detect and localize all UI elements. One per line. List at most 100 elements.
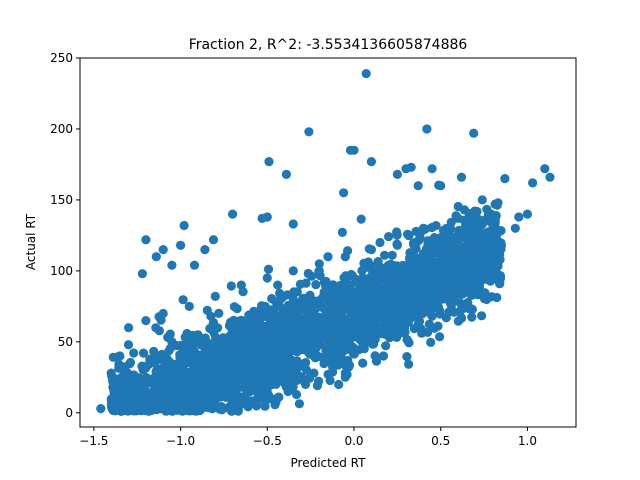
- scatter-point: [161, 391, 171, 401]
- scatter-point: [311, 280, 321, 290]
- scatter-point: [522, 209, 533, 219]
- scatter-point: [123, 369, 133, 379]
- scatter-point: [349, 145, 359, 155]
- scatter-point: [320, 342, 330, 352]
- scatter-point: [422, 124, 432, 134]
- scatter-point: [495, 271, 505, 281]
- scatter-point: [276, 328, 286, 339]
- scatter-point: [200, 245, 210, 255]
- scatter-point: [245, 386, 255, 397]
- scatter-point: [123, 340, 134, 350]
- scatter-point: [401, 308, 411, 319]
- scatter-point: [411, 226, 421, 236]
- scatter-point: [217, 405, 227, 415]
- scatter-point: [137, 269, 147, 279]
- scatter-point: [469, 128, 479, 138]
- scatter-point: [239, 337, 249, 347]
- scatter-point: [323, 252, 333, 262]
- scatter-point: [150, 358, 160, 368]
- scatter-point: [459, 215, 469, 225]
- scatter-point: [463, 253, 474, 263]
- scatter-point: [495, 255, 505, 265]
- scatter-point: [378, 302, 389, 312]
- scatter-point: [449, 307, 459, 317]
- scatter-point: [193, 330, 203, 340]
- y-tick-label: 100: [50, 264, 73, 278]
- scatter-point: [210, 291, 220, 301]
- scatter-point: [118, 401, 128, 411]
- scatter-point: [426, 337, 436, 347]
- scatter-point: [440, 264, 450, 274]
- scatter-point: [495, 278, 505, 288]
- scatter-point: [454, 225, 464, 235]
- scatter-point: [487, 225, 497, 235]
- scatter-point: [427, 164, 437, 174]
- scatter-point: [228, 351, 238, 361]
- scatter-point: [138, 348, 149, 358]
- scatter-point: [167, 260, 177, 270]
- scatter-point: [357, 289, 367, 299]
- scatter-point: [432, 262, 443, 272]
- scatter-point: [226, 281, 236, 291]
- scatter-point: [271, 351, 281, 361]
- scatter-point: [404, 338, 414, 348]
- scatter-point: [334, 379, 344, 390]
- scatter-point: [160, 376, 170, 386]
- scatter-point: [295, 279, 305, 289]
- scatter-point: [202, 360, 212, 370]
- scatter-point: [260, 401, 270, 411]
- scatter-point: [400, 327, 410, 337]
- scatter-point: [307, 271, 317, 281]
- scatter-point: [176, 240, 186, 250]
- scatter-point: [222, 366, 232, 376]
- scatter-point: [378, 351, 389, 361]
- scatter-point: [493, 198, 503, 208]
- scatter-point: [237, 353, 247, 363]
- scatter-point: [375, 237, 385, 248]
- scatter-point: [480, 270, 490, 280]
- scatter-point: [228, 323, 238, 333]
- scatter-point: [126, 405, 137, 415]
- scatter-point: [327, 356, 337, 366]
- y-axis: 0 50 100 150 200 250: [50, 51, 80, 420]
- scatter-point: [392, 266, 402, 276]
- scatter-point: [340, 252, 350, 262]
- y-tick-label: 50: [58, 335, 73, 349]
- x-axis: −1.5 −1.0 −0.5 0.0 0.5 1.0: [79, 427, 537, 448]
- scatter-point: [401, 266, 411, 276]
- scatter-point: [280, 316, 290, 326]
- scatter-point: [352, 308, 362, 318]
- scatter-point: [247, 368, 257, 378]
- scatter-point: [158, 404, 168, 414]
- scatter-point: [477, 195, 487, 205]
- scatter-point: [387, 304, 397, 314]
- scatter-point: [387, 250, 397, 260]
- y-tick-label: 0: [65, 406, 73, 420]
- scatter-point: [485, 276, 495, 286]
- scatter-point: [358, 273, 368, 283]
- scatter-point: [433, 292, 443, 302]
- scatter-point: [323, 283, 333, 293]
- scatter-point: [429, 323, 440, 333]
- scatter-point: [388, 321, 398, 331]
- scatter-point: [229, 302, 239, 312]
- scatter-point: [425, 263, 435, 273]
- scatter-point: [264, 157, 274, 167]
- scatter-point: [229, 315, 239, 325]
- scatter-point: [514, 212, 524, 222]
- scatter-point: [257, 213, 267, 223]
- x-tick-label: 0.5: [431, 434, 450, 448]
- scatter-point: [245, 354, 255, 364]
- scatter-point: [283, 386, 293, 397]
- scatter-point: [262, 273, 272, 283]
- scatter-point: [370, 309, 380, 319]
- scatter-point: [414, 284, 424, 294]
- scatter-point: [366, 157, 376, 167]
- scatter-point: [325, 375, 335, 386]
- scatter-point: [275, 361, 286, 371]
- scatter-point: [219, 338, 229, 348]
- scatter-point: [405, 254, 415, 264]
- scatter-point: [235, 316, 245, 326]
- scatter-point: [392, 169, 402, 179]
- scatter-point: [141, 405, 151, 415]
